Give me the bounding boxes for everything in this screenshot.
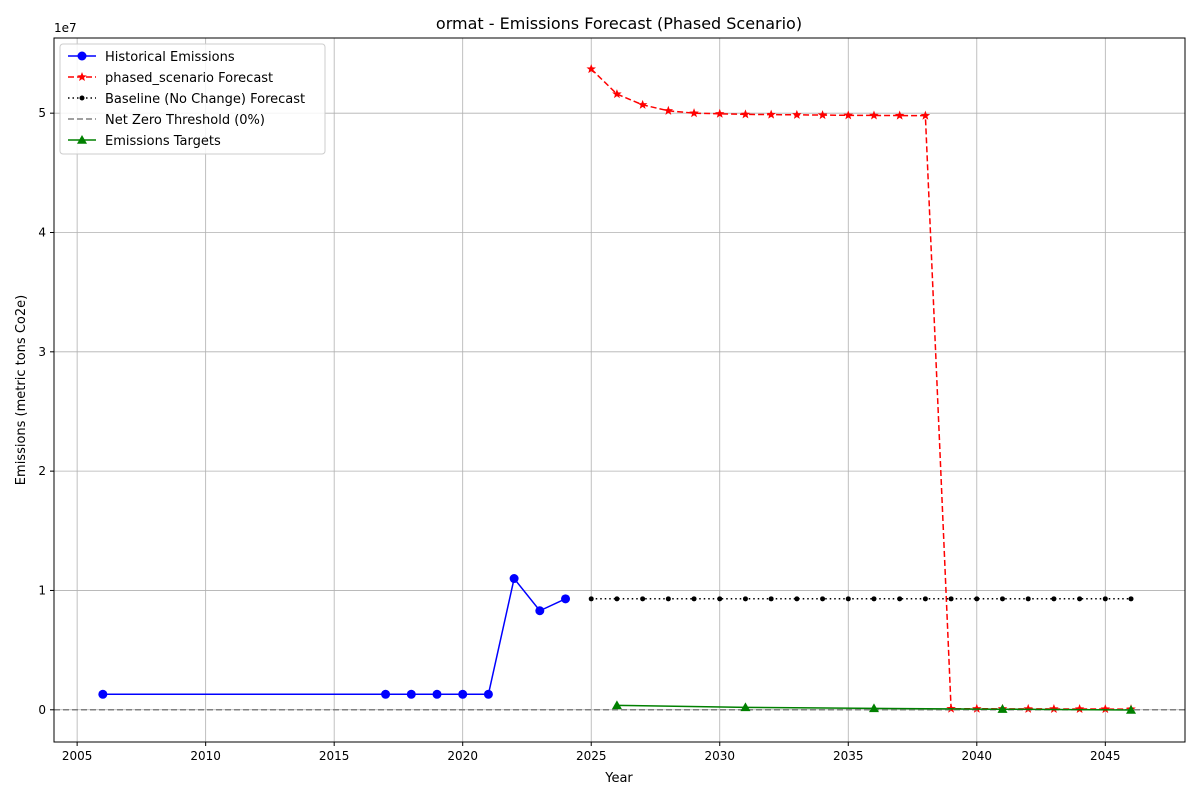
data-point (614, 596, 620, 602)
data-point (845, 596, 851, 602)
axis-ticks: 2005 2010 2015 2020 2025 2030 2035 2040 2045 0 1 2 3… (38, 106, 1120, 763)
data-point (974, 596, 980, 602)
legend-label: Net Zero Threshold (0%) (105, 113, 265, 128)
x-tick-label: 2040 (962, 749, 993, 763)
data-point (691, 596, 697, 602)
series-baseline-no-change-forecast (588, 596, 1134, 602)
data-point (768, 596, 774, 602)
legend-item-historical-emissions: Historical Emissions (68, 50, 235, 65)
data-point (79, 95, 85, 101)
data-point (406, 689, 416, 699)
data-point (1049, 703, 1059, 713)
y-tick-label: 1 (38, 583, 46, 597)
x-tick-label: 2035 (833, 749, 864, 763)
data-point (612, 89, 622, 99)
y-tick-label: 5 (38, 106, 46, 120)
data-point (792, 109, 802, 119)
data-point (871, 596, 877, 602)
data-point (1126, 705, 1137, 714)
data-point (588, 596, 594, 602)
y-axis-title: Emissions (metric tons Co2e) (14, 295, 29, 485)
data-point (665, 596, 671, 602)
data-point (817, 110, 828, 120)
x-axis-title: Year (604, 771, 633, 786)
data-point (1025, 596, 1031, 602)
x-tick-label: 2025 (576, 749, 607, 763)
data-point (432, 689, 442, 699)
x-tick-label: 2010 (190, 749, 221, 763)
data-point (689, 108, 699, 118)
data-point (1077, 596, 1083, 602)
plot-area-frame (53, 37, 1186, 743)
data-point (1074, 704, 1085, 714)
data-point (997, 704, 1008, 713)
data-point (77, 72, 87, 82)
data-point (1051, 596, 1057, 602)
x-tick-label: 2005 (62, 749, 93, 763)
legend-label: Baseline (No Change) Forecast (105, 92, 305, 107)
data-point (740, 109, 751, 119)
x-tick-label: 2015 (319, 749, 350, 763)
data-point (1100, 704, 1111, 714)
data-point (586, 64, 596, 74)
data-point (1023, 703, 1033, 713)
data-point (920, 110, 931, 120)
data-point (869, 110, 879, 120)
legend-label: Historical Emissions (105, 50, 235, 65)
data-point (535, 606, 545, 616)
data-point (897, 596, 903, 602)
data-point (922, 596, 928, 602)
y-tick-label: 2 (38, 464, 46, 478)
legend-item-net-zero-threshold-0: Net Zero Threshold (0%) (68, 113, 265, 128)
data-point (742, 596, 748, 602)
data-point (794, 596, 800, 602)
data-point (483, 689, 493, 699)
data-point (1128, 596, 1134, 602)
legend-item-baseline-no-change-forecast: Baseline (No Change) Forecast (68, 92, 305, 107)
data-point (640, 596, 646, 602)
data-point (663, 105, 674, 115)
chart-title: ormat - Emissions Forecast (Phased Scena… (436, 14, 802, 33)
x-tick-label: 2030 (704, 749, 735, 763)
data-point (820, 596, 826, 602)
data-point (77, 135, 87, 144)
data-point (1102, 596, 1108, 602)
y-tick-label: 3 (38, 345, 46, 359)
legend-item-phased-scenario-forecast: phased_scenario Forecast (68, 71, 273, 86)
data-point (98, 689, 108, 699)
data-point (948, 596, 954, 602)
legend-box (59, 43, 326, 155)
y-tick-label: 0 (38, 703, 46, 717)
legend-label: Emissions Targets (105, 134, 221, 149)
data-point (843, 110, 854, 120)
series-layer (54, 64, 1185, 714)
data-point (458, 689, 468, 699)
data-point (509, 574, 519, 584)
data-point (611, 700, 622, 710)
data-point (740, 702, 751, 712)
legend-label: phased_scenario Forecast (105, 71, 273, 86)
y-axis-offset-label: 1e7 (54, 21, 77, 35)
y-tick-label: 4 (38, 225, 46, 239)
data-point (766, 109, 776, 119)
data-point (999, 596, 1005, 602)
series-historical-emissions (98, 574, 571, 699)
data-point (77, 51, 87, 61)
data-point (637, 99, 648, 109)
data-point (714, 108, 725, 118)
series-emissions-targets (611, 700, 1137, 714)
legend-item-emissions-targets: Emissions Targets (68, 134, 221, 149)
data-point (561, 594, 571, 604)
data-point (717, 596, 723, 602)
x-tick-label: 2020 (447, 749, 478, 763)
data-point (868, 703, 879, 713)
data-point (381, 689, 391, 699)
data-point (894, 110, 905, 120)
legend: Historical Emissions phased_scenario Fore… (59, 43, 326, 155)
x-tick-label: 2045 (1090, 749, 1121, 763)
